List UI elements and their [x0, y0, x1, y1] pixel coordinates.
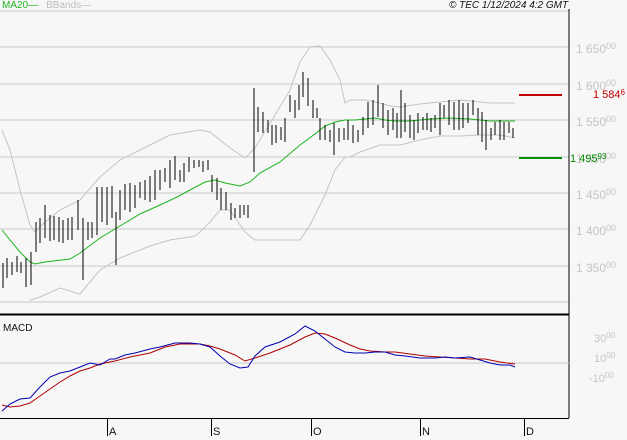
copyright-timestamp: © TEC 1/12/2024 4:2 GMT	[449, 0, 569, 11]
y-label-1650: 1 65000	[576, 41, 617, 56]
price-gridlines	[0, 10, 569, 303]
y-label-1550: 1 55000	[576, 114, 617, 129]
y-label-1500: 1 50000	[576, 151, 617, 166]
macd-signal-line	[1, 332, 516, 408]
x-label-aug: A	[109, 426, 117, 438]
macd-y-label-10: 1000	[594, 351, 616, 365]
y-label-1450: 1 45000	[576, 187, 617, 202]
bband-lower-line	[29, 134, 516, 301]
x-label-oct: O	[313, 426, 322, 438]
y-label-1600: 1 60000	[576, 78, 617, 93]
x-label-sep: S	[213, 426, 221, 438]
price-bars	[2, 72, 514, 288]
legend-bbands: BBands—	[46, 0, 92, 11]
macd-y-label-neg10: -1000	[589, 371, 614, 385]
resistance-level-label: 1 5846	[593, 88, 625, 101]
ma20-line	[1, 117, 515, 265]
legend-ma20: MA20—	[2, 0, 39, 11]
y-label-1350: 1 35000	[576, 260, 617, 275]
chart-legend: MA20— BBands—	[2, 0, 91, 11]
bband-upper-line	[1, 45, 515, 233]
month-ticks	[107, 419, 525, 436]
x-label-dec: D	[526, 426, 534, 438]
x-label-nov: N	[422, 426, 430, 438]
macd-y-label-30: 3000	[594, 331, 616, 345]
macd-line	[1, 325, 516, 412]
support-level-label: 1 49593	[570, 152, 607, 165]
y-label-1400: 1 40000	[576, 223, 617, 238]
macd-panel-label: MACD	[3, 323, 33, 334]
